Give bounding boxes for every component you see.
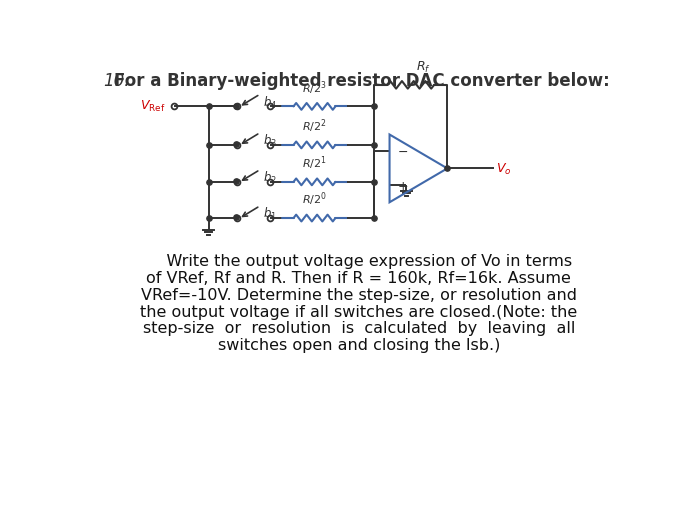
Text: $b_{2}$: $b_{2}$ <box>262 170 276 186</box>
Text: For a Binary-weighted resistor DAC converter below:: For a Binary-weighted resistor DAC conve… <box>114 72 610 90</box>
Text: $R/2^{0}$: $R/2^{0}$ <box>302 190 327 208</box>
Text: switches open and closing the lsb.): switches open and closing the lsb.) <box>218 338 500 353</box>
Text: $V_{\rm Ref}$: $V_{\rm Ref}$ <box>140 99 165 114</box>
Text: the output voltage if all switches are closed.(Note: the: the output voltage if all switches are c… <box>140 304 578 319</box>
Text: $b_{4}$: $b_{4}$ <box>262 95 276 110</box>
Text: Write the output voltage expression of Vo in terms: Write the output voltage expression of V… <box>146 253 572 268</box>
Text: $R_f$: $R_f$ <box>416 60 430 75</box>
Text: VRef=-10V. Determine the step-size, or resolution and: VRef=-10V. Determine the step-size, or r… <box>141 287 577 302</box>
Text: $R/2^{1}$: $R/2^{1}$ <box>302 154 327 172</box>
Text: 10.: 10. <box>103 72 130 90</box>
Text: of VRef, Rf and R. Then if R = 160k, Rf=16k. Assume: of VRef, Rf and R. Then if R = 160k, Rf=… <box>146 270 571 285</box>
Text: $b_{1}$: $b_{1}$ <box>262 206 276 222</box>
Text: $R/2^{2}$: $R/2^{2}$ <box>302 117 327 135</box>
Text: +: + <box>398 180 408 192</box>
Text: $R/2^{3}$: $R/2^{3}$ <box>302 79 327 96</box>
Text: $V_o$: $V_o$ <box>496 161 511 177</box>
Text: step-size  or  resolution  is  calculated  by  leaving  all: step-size or resolution is calculated by… <box>143 321 575 336</box>
Text: $b_{3}$: $b_{3}$ <box>262 133 276 149</box>
Text: −: − <box>398 146 408 159</box>
